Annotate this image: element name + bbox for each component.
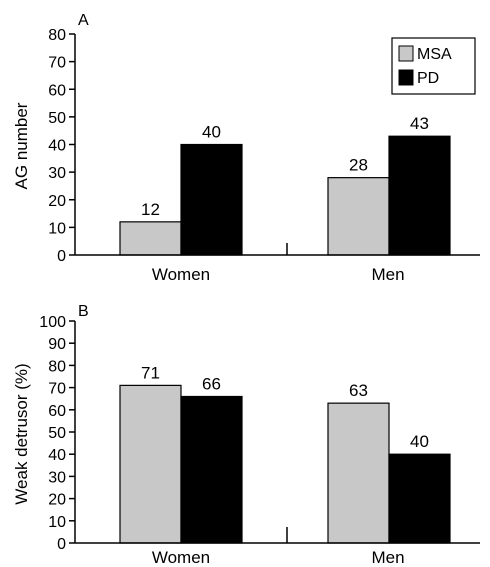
- data-label-b-men-pd: 40: [410, 432, 429, 451]
- chart-b: B Weak detrusor (%) 0 10 20 30 40 50 60 70 80 90 1…: [12, 303, 480, 567]
- bar-a-men-pd: [388, 135, 451, 256]
- y-axis-label-a: AG number: [12, 102, 31, 189]
- y-tick-label-b-90: 90: [48, 336, 66, 353]
- y-tick-label-a-70: 70: [48, 55, 66, 72]
- y-tick-label-b-0: 0: [57, 536, 66, 553]
- bar-b-men-msa: [327, 402, 390, 544]
- y-tick-label-a-10: 10: [48, 220, 66, 237]
- panel-label-a: A: [78, 12, 89, 29]
- x-tick-label-men-a: Men: [371, 265, 404, 284]
- y-ticks-a: 0 10 20 30 40 50 60 70 80: [48, 27, 75, 265]
- x-tick-label-women-a: Women: [152, 265, 210, 284]
- bar-a-men-msa: [327, 177, 390, 256]
- y-tick-label-b-50: 50: [48, 425, 66, 442]
- x-tick-label-men-b: Men: [371, 548, 404, 567]
- chart-a: A AG number 0 10 20 30 40 50 60 70 80 12 40 28 43 W…: [12, 12, 480, 284]
- bar-b-men-pd: [388, 453, 451, 544]
- y-ticks-b: 0 10 20 30 40 50 60 70 80 90 100: [39, 314, 75, 553]
- y-tick-label-a-0: 0: [57, 248, 66, 265]
- bars-b: [119, 384, 451, 544]
- data-label-b-women-pd: 66: [202, 374, 221, 393]
- y-tick-label-b-60: 60: [48, 403, 66, 420]
- y-tick-label-b-100: 100: [39, 314, 66, 331]
- bar-b-women-msa: [119, 384, 182, 544]
- legend-swatch-msa: [398, 45, 414, 62]
- y-axis-label-b: Weak detrusor (%): [12, 363, 31, 504]
- y-tick-label-b-20: 20: [48, 492, 66, 509]
- y-tick-label-a-40: 40: [48, 138, 66, 155]
- data-label-b-women-msa: 71: [141, 363, 160, 382]
- bar-a-women-msa: [119, 221, 182, 256]
- bar-a-women-pd: [180, 143, 243, 256]
- y-tick-label-a-60: 60: [48, 82, 66, 99]
- data-labels-b: 71 66 63 40: [141, 363, 429, 451]
- y-tick-label-b-30: 30: [48, 469, 66, 486]
- legend-label-msa: MSA: [417, 46, 452, 63]
- y-tick-label-b-10: 10: [48, 514, 66, 531]
- data-label-a-men-msa: 28: [349, 156, 368, 175]
- data-label-a-women-pd: 40: [202, 123, 221, 142]
- legend-label-pd: PD: [417, 70, 439, 87]
- y-tick-label-b-40: 40: [48, 447, 66, 464]
- legend-swatch-pd: [398, 69, 414, 86]
- data-label-a-women-msa: 12: [141, 200, 160, 219]
- y-tick-label-a-80: 80: [48, 27, 66, 44]
- data-labels-a: 12 40 28 43: [141, 114, 429, 219]
- x-tick-label-women-b: Women: [152, 548, 210, 567]
- data-label-a-men-pd: 43: [410, 114, 429, 133]
- bar-b-women-pd: [180, 395, 243, 544]
- data-label-b-men-msa: 63: [349, 381, 368, 400]
- y-tick-label-b-70: 70: [48, 381, 66, 398]
- bars-a: [119, 135, 451, 256]
- legend: MSA PD: [391, 37, 476, 95]
- y-tick-label-a-50: 50: [48, 110, 66, 127]
- y-tick-label-a-20: 20: [48, 193, 66, 210]
- y-tick-label-b-80: 80: [48, 358, 66, 375]
- y-tick-label-a-30: 30: [48, 165, 66, 182]
- panel-label-b: B: [78, 303, 89, 320]
